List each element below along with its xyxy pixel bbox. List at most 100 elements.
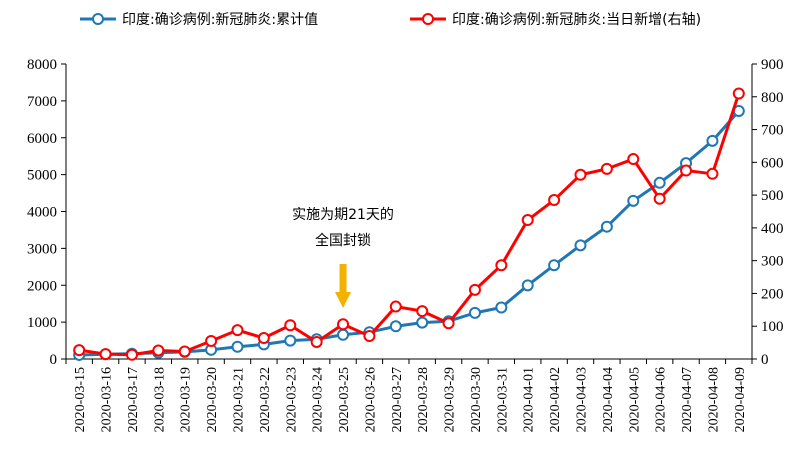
x-tick-label: 2020-04-07 bbox=[680, 367, 695, 432]
y-left-tick-label: 0 bbox=[50, 352, 58, 368]
y-left-tick-label: 4000 bbox=[27, 205, 57, 221]
y-left-tick-label: 1000 bbox=[27, 315, 57, 331]
series-1-point bbox=[521, 279, 534, 292]
series-2-point bbox=[706, 167, 719, 180]
series-2-point bbox=[389, 300, 402, 313]
series-2-point bbox=[231, 324, 244, 337]
y-left-tick-label: 3000 bbox=[27, 241, 57, 257]
series-2-point bbox=[468, 283, 481, 296]
series-1-point bbox=[548, 259, 561, 272]
series-2-point bbox=[495, 259, 508, 272]
annotation-text: 实施为期21天的 bbox=[292, 207, 394, 223]
x-tick-label: 2020-03-29 bbox=[443, 367, 458, 432]
y-right-tick-label: 100 bbox=[761, 319, 784, 335]
y-right-tick-label: 900 bbox=[761, 57, 784, 73]
series-1-point bbox=[231, 340, 244, 353]
x-tick-label: 2020-04-04 bbox=[601, 367, 616, 432]
x-tick-label: 2020-03-23 bbox=[284, 367, 299, 432]
legend-marker-2 bbox=[422, 13, 434, 25]
y-right-tick-label: 500 bbox=[761, 188, 784, 204]
x-tick-label: 2020-04-05 bbox=[627, 367, 642, 432]
series-1-point bbox=[389, 320, 402, 333]
x-tick-label: 2020-04-09 bbox=[733, 367, 748, 432]
x-tick-label: 2020-03-21 bbox=[232, 367, 247, 432]
x-tick-label: 2020-03-30 bbox=[469, 367, 484, 432]
series-1-point bbox=[653, 176, 666, 189]
series-2-point bbox=[548, 194, 561, 207]
series-2-point bbox=[310, 335, 323, 348]
y-left-tick-label: 8000 bbox=[27, 57, 57, 73]
series-2-point bbox=[205, 334, 218, 347]
legend-marker-1 bbox=[92, 13, 104, 25]
series-2-point bbox=[732, 87, 745, 100]
plot-area bbox=[73, 87, 745, 361]
x-tick-label: 2020-04-08 bbox=[706, 367, 721, 432]
x-tick-label: 2020-03-25 bbox=[337, 367, 352, 432]
series-2-point bbox=[337, 318, 350, 331]
annotation-arrow-head bbox=[335, 292, 352, 308]
x-tick-label: 2020-03-19 bbox=[179, 367, 194, 432]
series-line-2 bbox=[78, 93, 741, 357]
series-2-point bbox=[574, 168, 587, 181]
x-tick-label: 2020-04-01 bbox=[522, 367, 537, 432]
legend: 印度:确诊病例:新冠肺炎:累计值 印度:确诊病例:新冠肺炎:当日新增(右轴) bbox=[80, 12, 701, 28]
y-right-tick-label: 0 bbox=[761, 352, 769, 368]
series-line-1 bbox=[79, 110, 740, 357]
series-2-point bbox=[73, 344, 86, 357]
x-tick-label: 2020-03-16 bbox=[100, 367, 115, 432]
series-2-point bbox=[521, 214, 534, 227]
series-1-point bbox=[337, 328, 350, 341]
series-2-point bbox=[257, 332, 270, 345]
annotation-arrow-shaft bbox=[339, 264, 347, 292]
x-tick-label: 2020-03-24 bbox=[311, 367, 326, 432]
legend-label-1: 印度:确诊病例:新冠肺炎:累计值 bbox=[122, 12, 318, 28]
x-tick-label: 2020-04-06 bbox=[654, 367, 669, 432]
y-right-tick-label: 800 bbox=[761, 90, 784, 106]
legend-label-2: 印度:确诊病例:新冠肺炎:当日新增(右轴) bbox=[452, 12, 701, 28]
y-right-tick-label: 200 bbox=[761, 286, 784, 302]
y-left-tick-label: 6000 bbox=[27, 131, 57, 147]
y-right-tick-label: 600 bbox=[761, 155, 784, 171]
series-2-point bbox=[284, 319, 297, 332]
annotation-text: 全国封锁 bbox=[315, 232, 371, 249]
y-left-tick-label: 2000 bbox=[27, 278, 57, 294]
series-1-point bbox=[468, 306, 481, 319]
series-2-point bbox=[680, 164, 693, 177]
series-1-point bbox=[495, 301, 508, 314]
series-1-point bbox=[627, 194, 640, 207]
x-tick-label: 2020-03-31 bbox=[495, 367, 510, 432]
y-left-tick-label: 5000 bbox=[27, 168, 57, 184]
x-tick-label: 2020-03-28 bbox=[416, 367, 431, 432]
x-tick-label: 2020-03-22 bbox=[258, 367, 273, 432]
series-2-point bbox=[363, 330, 376, 343]
series-2-point bbox=[627, 153, 640, 166]
series-2-point bbox=[99, 348, 112, 361]
x-tick-label: 2020-03-15 bbox=[73, 367, 88, 432]
series-2-point bbox=[600, 162, 613, 175]
x-tick-label: 2020-03-18 bbox=[152, 367, 167, 432]
x-tick-label: 2020-04-02 bbox=[548, 367, 563, 432]
series-1-point bbox=[416, 316, 429, 329]
y-right-tick-label: 300 bbox=[761, 254, 784, 270]
x-tick-label: 2020-03-20 bbox=[205, 367, 220, 432]
y-left-tick-label: 7000 bbox=[27, 94, 57, 110]
y-right-tick-label: 700 bbox=[761, 123, 784, 139]
series-2-point bbox=[152, 344, 165, 357]
series-2-point bbox=[653, 192, 666, 205]
series-2-point bbox=[125, 348, 138, 361]
series-2-point bbox=[416, 305, 429, 318]
series-1-point bbox=[574, 239, 587, 252]
x-tick-label: 2020-03-17 bbox=[126, 367, 141, 432]
axes: 0 1000 2000 3000 4000 5000 6000 7000 8000 0 100 200… bbox=[27, 57, 784, 432]
x-tick-label: 2020-03-26 bbox=[363, 367, 378, 432]
series-1-point bbox=[706, 134, 719, 147]
series-2-point bbox=[442, 317, 455, 330]
x-tick-label: 2020-03-27 bbox=[390, 367, 405, 432]
series-2-point bbox=[178, 345, 191, 358]
series-1-point bbox=[600, 220, 613, 233]
series-1-point bbox=[284, 334, 297, 347]
y-right-tick-label: 400 bbox=[761, 221, 784, 237]
x-tick-label: 2020-04-03 bbox=[575, 367, 590, 432]
